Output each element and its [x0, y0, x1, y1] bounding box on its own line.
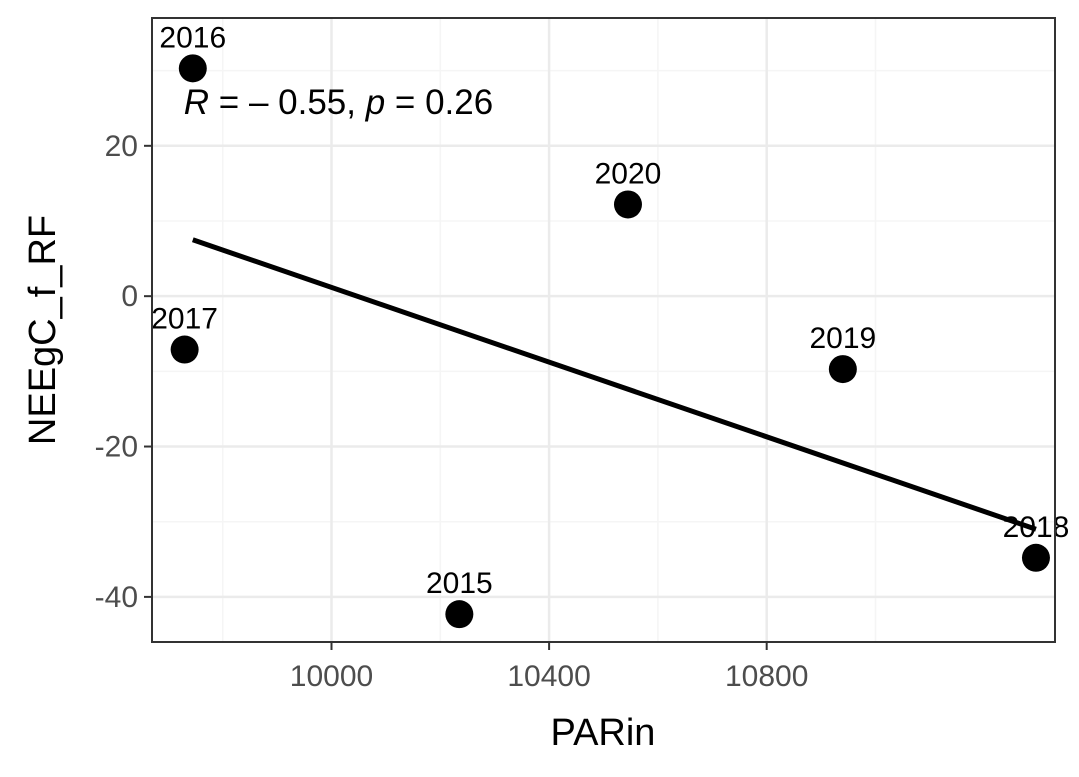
- data-point-2017: [170, 335, 199, 364]
- y-axis-title: NEEgC_f_RF: [22, 215, 64, 445]
- data-point-2019: [828, 355, 857, 384]
- x-tick-label: 10000: [290, 660, 373, 693]
- minor-gridlines: [152, 18, 1055, 642]
- x-tick-label: 10400: [507, 660, 590, 693]
- point-label-2018: 2018: [1003, 511, 1070, 544]
- panel-border: [151, 17, 1056, 643]
- p-symbol: p: [365, 83, 385, 122]
- y-tick-label: 0: [121, 280, 138, 313]
- y-tick-label: -40: [95, 581, 138, 614]
- r-value: = – 0.55,: [209, 83, 366, 122]
- data-point-2016: [178, 54, 207, 83]
- regression-line: [191, 237, 1037, 532]
- correlation-annotation: R = – 0.55, p = 0.26: [184, 83, 493, 122]
- major-gridlines: [152, 18, 1055, 642]
- axis-ticks: [144, 144, 768, 650]
- tick-labels: 10000 10400 10800 20 0 -20 -40: [95, 130, 809, 693]
- x-tick-label: 10800: [725, 660, 808, 693]
- r-symbol: R: [184, 83, 209, 122]
- data-point-2020: [613, 190, 642, 219]
- regression-layer: [191, 237, 1037, 532]
- y-tick-label: -20: [95, 431, 138, 464]
- point-labels-layer: 2016 2020 2017 2019 2018 2015: [151, 21, 1069, 600]
- annotation-layer: R = – 0.55, p = 0.26: [184, 83, 493, 122]
- point-label-2019: 2019: [809, 322, 876, 355]
- point-label-2020: 2020: [595, 157, 662, 190]
- x-axis-title: PARin: [551, 712, 656, 754]
- p-value: = 0.26: [385, 83, 493, 122]
- point-label-2015: 2015: [426, 567, 493, 600]
- y-tick-label: 20: [105, 130, 138, 163]
- point-label-2017: 2017: [151, 303, 218, 336]
- data-point-2015: [445, 600, 474, 629]
- data-point-2018: [1021, 543, 1050, 572]
- points-layer: [170, 54, 1050, 629]
- point-label-2016: 2016: [159, 21, 226, 54]
